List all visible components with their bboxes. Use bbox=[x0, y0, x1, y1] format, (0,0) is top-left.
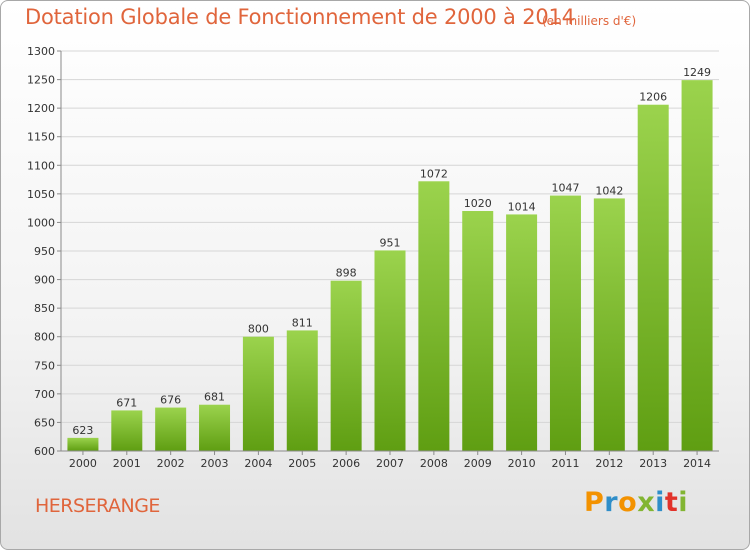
bar bbox=[330, 280, 362, 451]
bar bbox=[681, 80, 713, 452]
y-tick-label: 850 bbox=[34, 302, 55, 315]
bar bbox=[67, 437, 99, 451]
logo-letter: P bbox=[584, 487, 605, 518]
data-label: 1047 bbox=[551, 182, 579, 195]
y-tick-label: 750 bbox=[34, 359, 55, 372]
bar bbox=[549, 195, 581, 451]
y-tick-label: 650 bbox=[34, 416, 55, 429]
x-tick-label: 2014 bbox=[683, 457, 711, 470]
x-tick-label: 2008 bbox=[420, 457, 448, 470]
commune-name: HERSERANGE bbox=[35, 495, 160, 517]
bar bbox=[506, 214, 538, 451]
logo-letter: i bbox=[655, 487, 665, 518]
x-tick-label: 2000 bbox=[69, 457, 97, 470]
data-labels: 623 671 676 681 800 811 898 951 1072 1020 1014 1047… bbox=[72, 66, 711, 437]
bar bbox=[111, 410, 143, 451]
x-tick-label: 2007 bbox=[376, 457, 404, 470]
chart-subtitle: (en milliers d'€) bbox=[542, 14, 637, 28]
bar bbox=[286, 330, 318, 451]
bar bbox=[242, 336, 274, 451]
logo-letter: r bbox=[604, 487, 619, 518]
x-tick-label: 2003 bbox=[201, 457, 229, 470]
logo-letter: t bbox=[664, 487, 679, 518]
bar bbox=[155, 407, 187, 451]
data-label: 951 bbox=[380, 236, 401, 249]
data-label: 623 bbox=[72, 424, 93, 437]
data-label: 1249 bbox=[683, 66, 711, 79]
y-tick-label: 900 bbox=[34, 274, 55, 287]
y-tick-label: 800 bbox=[34, 331, 55, 344]
bar bbox=[199, 404, 231, 451]
bar bbox=[593, 198, 625, 451]
data-label: 1206 bbox=[639, 91, 667, 104]
y-tick-label: 1300 bbox=[27, 45, 55, 58]
logo-letter: x bbox=[637, 487, 656, 518]
y-tick-label: 1050 bbox=[27, 188, 55, 201]
data-label: 1020 bbox=[464, 197, 492, 210]
x-tick-label: 2005 bbox=[288, 457, 316, 470]
x-tick-label: 2009 bbox=[464, 457, 492, 470]
x-tick-label: 2010 bbox=[508, 457, 536, 470]
data-label: 811 bbox=[292, 316, 313, 329]
bars bbox=[67, 80, 713, 452]
bar bbox=[418, 181, 450, 452]
y-tick-label: 1150 bbox=[27, 131, 55, 144]
proxiti-logo: Proxiti bbox=[584, 487, 688, 518]
x-tick-label: 2004 bbox=[244, 457, 272, 470]
data-label: 1042 bbox=[595, 184, 623, 197]
data-label: 681 bbox=[204, 391, 225, 404]
data-label: 676 bbox=[160, 394, 181, 407]
data-label: 1014 bbox=[508, 200, 536, 213]
y-tick-label: 950 bbox=[34, 245, 55, 258]
y-tick-label: 1250 bbox=[27, 74, 55, 87]
data-label: 671 bbox=[116, 396, 137, 409]
bar bbox=[374, 250, 406, 451]
logo-letter: o bbox=[618, 487, 638, 518]
bar bbox=[637, 104, 669, 451]
data-label: 800 bbox=[248, 323, 269, 336]
bar bbox=[462, 211, 494, 451]
y-tick-label: 600 bbox=[34, 445, 55, 458]
y-tick-label: 1200 bbox=[27, 102, 55, 115]
x-tick-label: 2013 bbox=[639, 457, 667, 470]
x-tick-label: 2011 bbox=[551, 457, 579, 470]
logo-letter: i bbox=[678, 487, 689, 518]
data-label: 1072 bbox=[420, 167, 448, 180]
y-tick-label: 1100 bbox=[27, 159, 55, 172]
axes: 600 650 700 750 800 850 900 950 1000 1050 1100 1150… bbox=[27, 45, 719, 470]
x-tick-label: 2001 bbox=[113, 457, 141, 470]
y-tick-label: 700 bbox=[34, 388, 55, 401]
x-tick-label: 2002 bbox=[157, 457, 185, 470]
chart-title: Dotation Globale de Fonctionnement de 20… bbox=[25, 5, 575, 29]
y-tick-label: 1000 bbox=[27, 216, 55, 229]
x-tick-label: 2012 bbox=[595, 457, 623, 470]
x-tick-label: 2006 bbox=[332, 457, 360, 470]
data-label: 898 bbox=[336, 267, 357, 280]
